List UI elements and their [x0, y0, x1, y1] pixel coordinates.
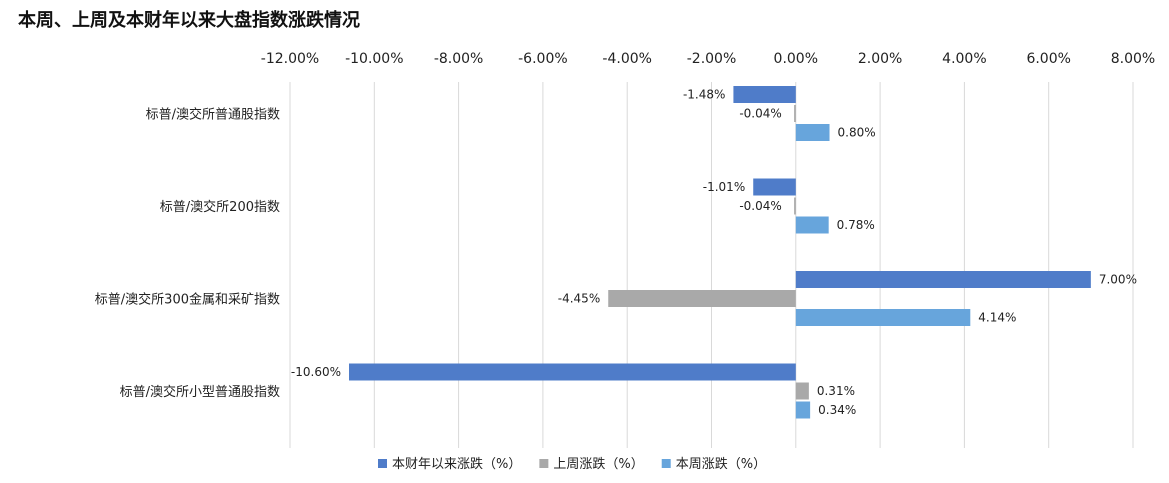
- x-tick-label: -12.00%: [261, 51, 319, 67]
- bar: [794, 197, 796, 215]
- data-label: 0.80%: [838, 126, 876, 140]
- bar: [753, 178, 796, 196]
- x-tick-label: -6.00%: [518, 51, 568, 67]
- bar: [795, 401, 811, 419]
- legend-label: 本周涨跌（%）: [676, 456, 766, 472]
- bar: [733, 86, 796, 103]
- x-tick-label: 8.00%: [1111, 51, 1155, 67]
- data-label: 0.31%: [817, 384, 855, 398]
- data-label: -4.45%: [558, 292, 600, 306]
- chart-title: 本周、上周及本财年以来大盘指数涨跌情况: [18, 10, 360, 31]
- bar: [795, 382, 809, 400]
- data-label: -0.04%: [739, 199, 781, 213]
- bar: [795, 271, 1091, 288]
- legend-label: 本财年以来涨跌（%）: [392, 456, 521, 472]
- bar: [349, 363, 796, 381]
- bar: [794, 105, 796, 122]
- bar: [608, 290, 796, 307]
- legend-swatch: [539, 459, 549, 468]
- x-tick-label: 6.00%: [1026, 51, 1070, 67]
- x-tick-label: 2.00%: [858, 51, 902, 67]
- legend-swatch: [378, 459, 387, 468]
- bar: [795, 216, 829, 234]
- x-tick-label: 0.00%: [774, 51, 818, 67]
- x-tick-label: -8.00%: [434, 51, 484, 67]
- category-label: 标普/澳交所200指数: [160, 199, 280, 215]
- data-label: -1.48%: [683, 88, 725, 102]
- category-label: 标普/澳交所小型普通股指数: [120, 384, 280, 400]
- data-label: 4.14%: [978, 311, 1016, 325]
- data-label: -0.04%: [739, 107, 781, 121]
- data-label: -10.60%: [291, 365, 341, 379]
- bar: [795, 124, 830, 141]
- category-label: 标普/澳交所普通股指数: [146, 107, 280, 123]
- legend-swatch: [661, 459, 671, 468]
- data-label: 0.34%: [818, 403, 856, 417]
- x-tick-label: -4.00%: [602, 51, 652, 67]
- category-label: 标普/澳交所300金属和采矿指数: [95, 292, 280, 308]
- x-tick-label: 4.00%: [942, 51, 986, 67]
- x-tick-label: -2.00%: [687, 51, 737, 67]
- data-label: -1.01%: [703, 180, 745, 194]
- x-tick-label: -10.00%: [345, 51, 403, 67]
- bar: [795, 309, 971, 326]
- legend-label: 上周涨跌（%）: [553, 456, 643, 472]
- data-label: 0.78%: [837, 218, 875, 232]
- data-label: 7.00%: [1099, 273, 1137, 287]
